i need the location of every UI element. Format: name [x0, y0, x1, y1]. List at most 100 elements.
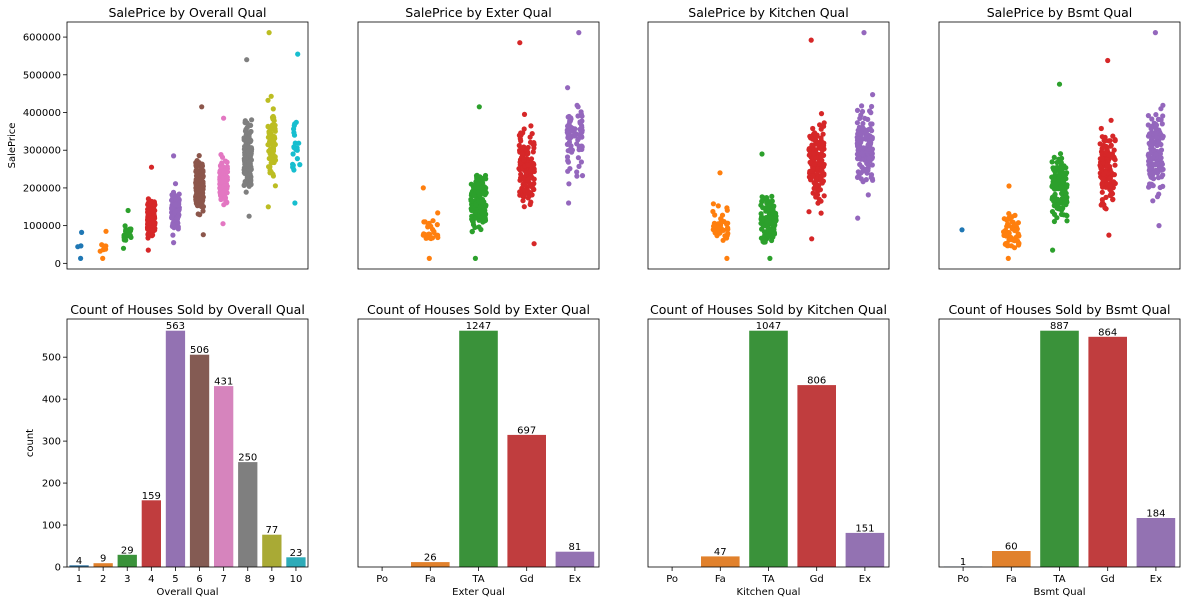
data-point [1150, 198, 1156, 204]
data-point [200, 183, 206, 189]
y-tick-label: 100 [42, 521, 61, 532]
data-point [866, 155, 872, 161]
data-point [265, 123, 271, 129]
x-tick-label: TA [471, 574, 484, 585]
data-point [100, 255, 106, 261]
data-point [530, 141, 536, 147]
data-point [425, 224, 431, 230]
data-point [861, 29, 867, 36]
data-point [574, 102, 580, 108]
y-tick-label: 400000 [23, 108, 61, 119]
bar [701, 556, 740, 567]
data-point [862, 115, 868, 121]
bar [69, 565, 89, 567]
data-point [242, 181, 248, 187]
data-point [759, 151, 765, 157]
data-point [169, 213, 175, 220]
data-point [859, 103, 865, 109]
data-point [1014, 226, 1020, 232]
data-point [1110, 133, 1116, 139]
data-point [1146, 131, 1152, 137]
data-point [473, 173, 480, 179]
data-point [125, 207, 131, 214]
data-point [193, 173, 200, 179]
data-point [1052, 191, 1058, 197]
data-point [1111, 179, 1117, 185]
data-point [860, 120, 866, 127]
data-point [1064, 182, 1070, 188]
bar-value-label: 151 [855, 523, 874, 534]
plot-frame [938, 318, 1181, 568]
bar [165, 330, 186, 567]
data-point [575, 136, 582, 142]
data-point [292, 121, 298, 127]
chart-title: SalePrice by Overall Qual [108, 5, 266, 20]
data-point [271, 115, 277, 121]
bar-value-label: 60 [1005, 542, 1018, 553]
data-point [807, 159, 813, 165]
data-point [869, 162, 875, 168]
data-point [175, 224, 181, 230]
data-point [218, 196, 224, 203]
data-point [715, 225, 721, 231]
data-point [217, 187, 223, 193]
data-point [290, 151, 296, 157]
data-point [568, 145, 574, 152]
data-point [426, 255, 432, 261]
chart-title: Count of Houses Sold by Overall Qual [70, 302, 305, 317]
bar-value-label: 887 [1050, 321, 1069, 332]
data-point [219, 190, 225, 197]
y-tick-label: 500000 [23, 70, 61, 81]
data-point [1049, 159, 1055, 165]
data-point [171, 153, 177, 159]
data-point [765, 224, 771, 230]
data-point [1054, 215, 1060, 221]
data-point [521, 204, 527, 210]
bar [749, 330, 788, 567]
data-point [267, 127, 274, 133]
data-point [246, 213, 252, 219]
x-tick-label: Po [957, 574, 969, 585]
chart-title: Count of Houses Sold by Bsmt Qual [948, 302, 1170, 317]
data-point [270, 133, 276, 139]
data-point [720, 237, 726, 243]
plot-frame [357, 21, 600, 270]
data-point [711, 223, 717, 229]
data-point [531, 241, 537, 247]
data-point [712, 212, 718, 218]
data-point [1063, 165, 1069, 171]
data-point [149, 206, 155, 212]
data-point [859, 150, 865, 157]
data-point [527, 168, 533, 174]
data-point [1160, 102, 1166, 108]
data-point [527, 134, 533, 140]
data-point [531, 162, 537, 168]
data-point [1148, 126, 1154, 132]
data-point [434, 222, 440, 228]
bar-value-label: 1047 [756, 321, 781, 332]
data-point [570, 125, 576, 131]
data-point [469, 218, 476, 224]
data-point [295, 51, 301, 57]
data-point [197, 212, 203, 218]
data-point [579, 118, 585, 124]
data-point [1012, 212, 1018, 218]
data-point [516, 142, 522, 149]
data-point [200, 232, 206, 238]
data-point [266, 164, 272, 170]
data-point [1112, 162, 1118, 168]
data-point [572, 130, 578, 136]
data-point [152, 226, 158, 232]
data-point [768, 228, 774, 234]
data-point [1055, 202, 1061, 208]
data-point [221, 115, 227, 121]
data-point [530, 185, 536, 191]
data-point [762, 239, 768, 245]
data-point [78, 255, 84, 261]
data-point [122, 223, 128, 229]
data-point [242, 118, 248, 124]
data-point [431, 228, 437, 235]
data-point [869, 176, 875, 182]
data-point [810, 190, 816, 196]
